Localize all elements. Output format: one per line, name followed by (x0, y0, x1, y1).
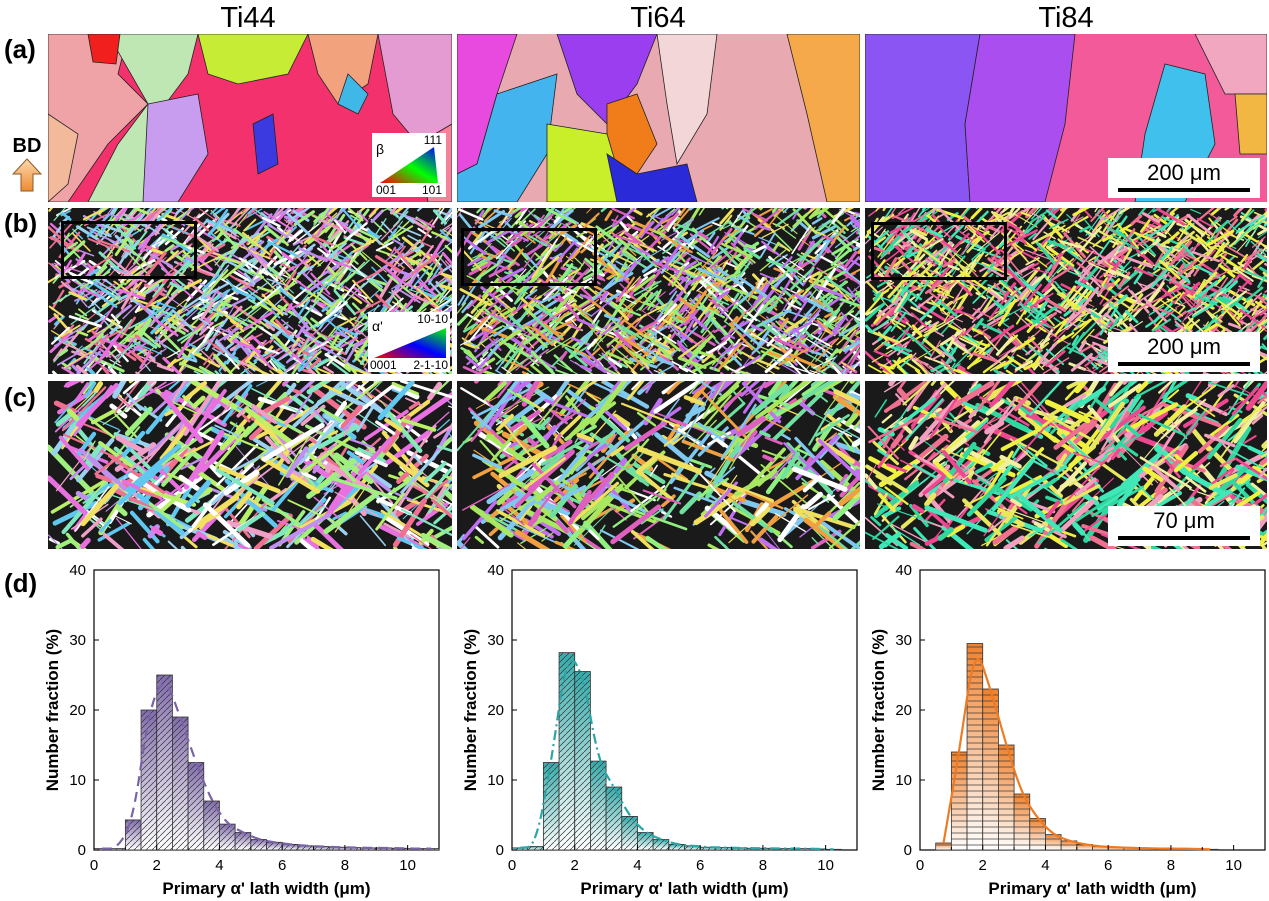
y-tick-label: 40 (487, 562, 504, 579)
histogram-ti64: 0 2 4 6 8 10 0 10 20 30 40 Primary α' lath width (μ… (458, 560, 858, 896)
y-tick-label: 10 (69, 772, 86, 789)
histogram-bar (951, 752, 967, 850)
x-tick-label: 0 (508, 857, 516, 874)
y-tick-label: 40 (69, 562, 86, 579)
x-tick-label: 0 (916, 857, 924, 874)
zoom-box-ti84 (871, 222, 1007, 280)
x-tick-label: 4 (1041, 857, 1049, 874)
histogram-ti44: 0 2 4 6 8 10 0 10 20 30 40 Primary α' lath width (μ… (40, 560, 440, 896)
scale-bar-a-label: 200 μm (1108, 160, 1260, 186)
scale-bar-b: 200 μm (1108, 332, 1260, 372)
scale-bar-b-label: 200 μm (1108, 334, 1260, 360)
y-axis-label: Number fraction (%) (869, 629, 888, 791)
row-label-c: (c) (4, 382, 36, 413)
y-tick-label: 0 (496, 842, 504, 859)
histogram-bar (157, 675, 173, 850)
x-tick-label: 2 (153, 857, 161, 874)
x-tick-label: 8 (759, 857, 767, 874)
histogram-bar (110, 849, 126, 850)
build-direction-arrow-icon (12, 158, 42, 192)
y-tick-label: 20 (69, 702, 86, 719)
x-tick-label: 4 (215, 857, 223, 874)
x-axis-label: Primary α' lath width (μm) (580, 879, 788, 898)
beta-map-ti64 (457, 34, 860, 202)
alpha-zoom-ti44 (48, 381, 452, 549)
x-tick-label: 8 (341, 857, 349, 874)
y-axis-label: Number fraction (%) (43, 629, 62, 791)
x-tick-label: 10 (1225, 857, 1242, 874)
x-tick-label: 10 (817, 857, 834, 874)
scale-bar-a-line (1118, 188, 1250, 192)
column-title-ti84: Ti84 (966, 2, 1166, 35)
y-tick-label: 0 (78, 842, 86, 859)
y-tick-label: 30 (895, 632, 912, 649)
build-direction-indicator: BD (4, 135, 50, 197)
histogram-bar (590, 761, 606, 850)
y-tick-label: 40 (895, 562, 912, 579)
histogram-bar (235, 833, 251, 851)
histogram-bar (559, 653, 575, 850)
zoom-box-ti44 (61, 221, 197, 279)
beta-legend-right: 101 (422, 183, 442, 197)
x-tick-label: 6 (696, 857, 704, 874)
x-tick-label: 6 (1104, 857, 1112, 874)
histogram-bar (172, 717, 188, 850)
histogram-bar (251, 840, 267, 851)
alpha-zoom-ti64 (457, 381, 860, 549)
histogram-bar (125, 820, 141, 850)
y-axis-label: Number fraction (%) (461, 629, 480, 791)
x-tick-label: 10 (399, 857, 416, 874)
row-label-d: (d) (4, 568, 37, 599)
y-tick-label: 10 (487, 772, 504, 789)
y-tick-label: 20 (487, 702, 504, 719)
histogram-bar (188, 763, 204, 851)
scale-bar-b-line (1118, 362, 1250, 366)
alpha-ipf-legend: α' 10-10 0001 2-1-10 (368, 312, 450, 372)
y-tick-label: 30 (487, 632, 504, 649)
alpha-legend-right: 2-1-10 (413, 358, 448, 372)
histogram-bar (141, 710, 157, 850)
y-tick-label: 30 (69, 632, 86, 649)
row-label-b: (b) (4, 208, 37, 239)
histogram-ti84: 0 2 4 6 8 10 0 10 20 30 40 Primary α' lath width (μ… (866, 560, 1266, 896)
column-title-ti44: Ti44 (148, 2, 348, 35)
histogram-bar (622, 816, 638, 850)
beta-legend-left: 001 (376, 183, 396, 197)
beta-ipf-legend: β 111 001 101 (372, 133, 446, 197)
column-title-ti64: Ti64 (558, 2, 758, 35)
scale-bar-c: 70 μm (1108, 506, 1260, 546)
x-tick-label: 0 (90, 857, 98, 874)
scale-bar-c-line (1118, 536, 1250, 540)
x-axis-label: Primary α' lath width (μm) (988, 879, 1196, 898)
y-tick-label: 0 (904, 842, 912, 859)
histogram-bar (637, 833, 653, 851)
x-tick-label: 8 (1167, 857, 1175, 874)
build-direction-label: BD (4, 135, 50, 158)
x-tick-label: 4 (633, 857, 641, 874)
row-label-a: (a) (4, 34, 36, 65)
histogram-bar (936, 843, 952, 850)
scale-bar-a: 200 μm (1108, 158, 1260, 198)
zoom-box-ti64 (461, 228, 597, 286)
histogram-bar (267, 842, 283, 850)
x-tick-label: 2 (979, 857, 987, 874)
histogram-bar (543, 763, 559, 851)
x-axis-label: Primary α' lath width (μm) (162, 879, 370, 898)
y-tick-label: 10 (895, 772, 912, 789)
histogram-bar (669, 844, 685, 850)
x-tick-label: 2 (571, 857, 579, 874)
x-tick-label: 6 (278, 857, 286, 874)
histogram-bar (826, 849, 842, 850)
histogram-bar (967, 644, 983, 851)
scale-bar-c-label: 70 μm (1108, 508, 1260, 534)
histogram-bar (983, 689, 999, 850)
histogram-bar (219, 824, 235, 850)
alpha-legend-left: 0001 (370, 358, 397, 372)
y-tick-label: 20 (895, 702, 912, 719)
